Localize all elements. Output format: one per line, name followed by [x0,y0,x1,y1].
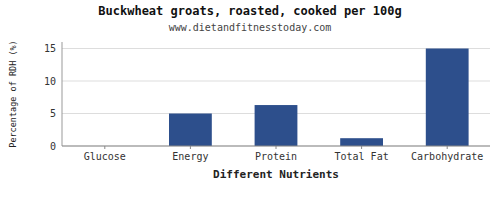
x-tick-label: Carbohydrate [411,151,483,162]
subtitle: www.dietandfitnesstoday.com [169,22,332,33]
y-tick-label: 5 [50,108,56,119]
x-axis-label: Different Nutrients [213,168,339,181]
y-tick-label: 10 [44,76,56,87]
x-tick [104,146,105,149]
y-tick-label: 0 [50,141,56,152]
y-tick-label: 15 [44,43,56,54]
title: Buckwheat groats, roasted, cooked per 10… [98,4,401,18]
bar [426,49,469,147]
chart-container: 0 5 10 15 Glucose Energy Protein Total Fat Carbo… [0,0,500,200]
bars [169,49,469,147]
bar [169,114,212,147]
x-tick [361,146,362,149]
bar [255,105,298,146]
x-tick [276,146,277,149]
x-tick-label: Total Fat [335,151,389,162]
bar [340,138,383,146]
x-tick-label: Glucose [84,151,126,162]
x-tick-label: Protein [255,151,297,162]
x-tick [190,146,191,149]
chart: 0 5 10 15 Glucose Energy Protein Total Fat Carbo… [0,0,500,200]
x-tick [447,146,448,149]
x-tick-label: Energy [172,151,208,162]
y-axis-line [62,42,63,146]
y-axis-label: Percentage of RDH (%) [8,40,18,147]
